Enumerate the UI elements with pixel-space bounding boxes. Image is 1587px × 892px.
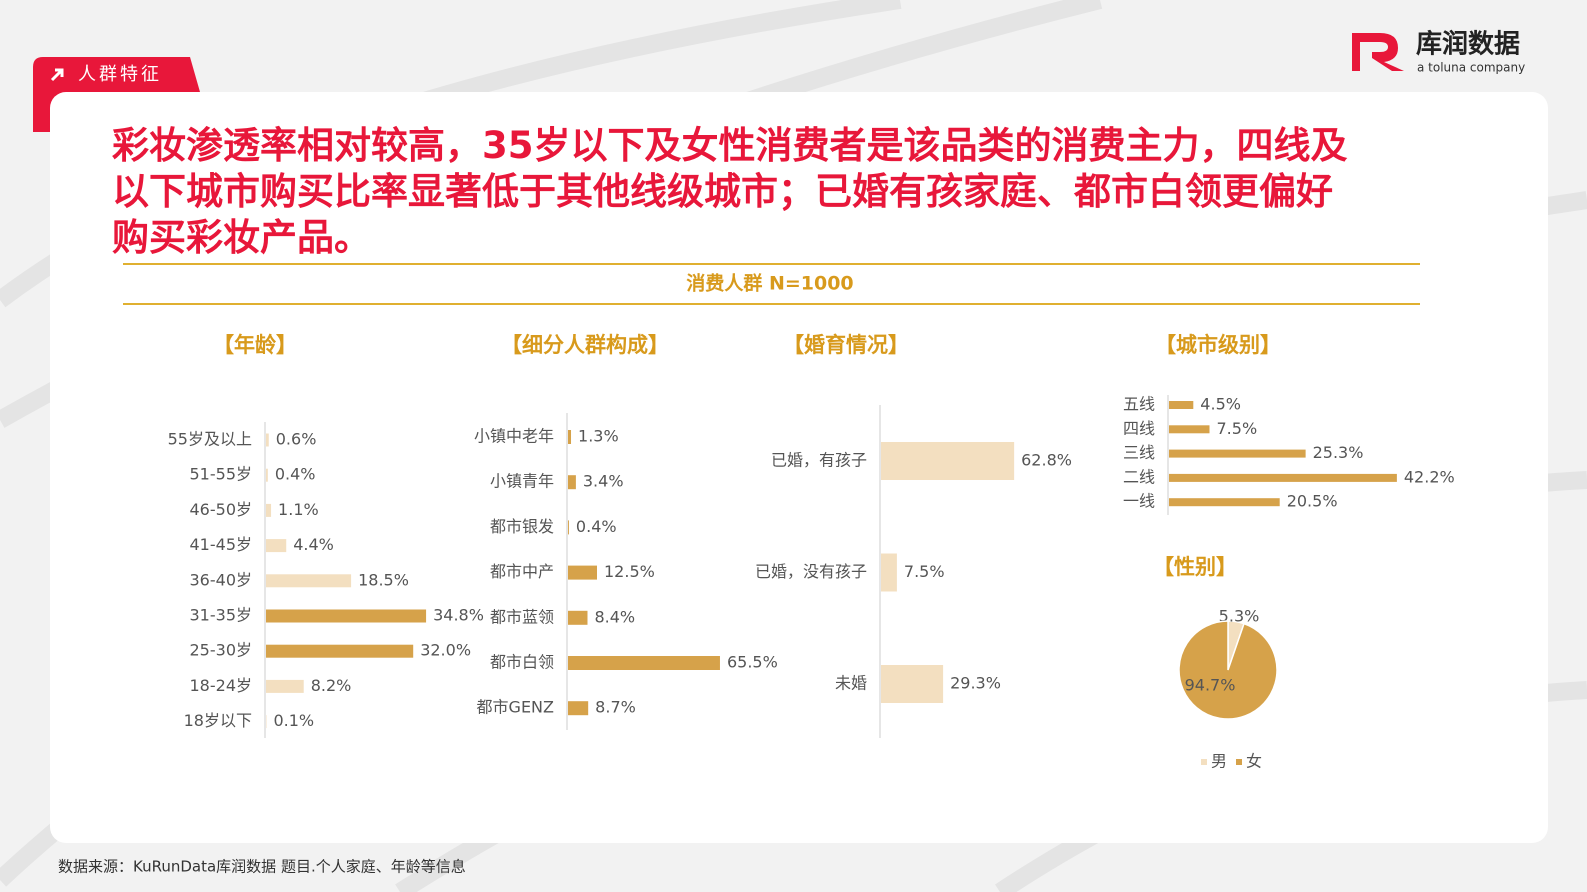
- legend-label: 男: [1211, 752, 1227, 771]
- category-label: 25-30岁: [190, 641, 253, 660]
- value-label: 32.0%: [420, 641, 471, 660]
- bar: [881, 442, 1015, 480]
- bar: [1169, 449, 1306, 458]
- category-label: 31-35岁: [190, 606, 253, 625]
- category-label: 小镇中老年: [474, 427, 554, 446]
- category-label: 都市蓝领: [490, 607, 554, 626]
- bar: [568, 430, 572, 444]
- content-card: [50, 92, 1548, 843]
- bar: [568, 610, 588, 625]
- value-label: 18.5%: [358, 570, 409, 589]
- bar: [266, 679, 304, 693]
- bar: [266, 503, 272, 517]
- headline: 彩妆渗透率相对较高，35岁以下及女性消费者是该品类的消费主力，四线及: [112, 124, 1348, 167]
- value-label: 12.5%: [604, 562, 655, 581]
- category-label: 55岁及以上: [168, 430, 252, 449]
- category-label: 四线: [1123, 419, 1155, 438]
- bar: [1169, 473, 1397, 482]
- category-label: 41-45岁: [190, 535, 253, 554]
- bar: [266, 609, 427, 623]
- category-label: 小镇青年: [490, 472, 554, 491]
- value-label: 8.2%: [311, 676, 352, 695]
- category-label: 五线: [1123, 395, 1155, 414]
- logo-subtext: a toluna company: [1417, 61, 1525, 75]
- value-label: 34.8%: [433, 606, 484, 625]
- category-label: 都市GENZ: [477, 698, 554, 717]
- chart-title: 【年龄】: [213, 333, 297, 357]
- headline: 购买彩妆产品。: [112, 216, 371, 259]
- category-label: 已婚，没有孩子: [755, 562, 867, 581]
- value-label: 65.5%: [727, 653, 778, 672]
- category-label: 都市中产: [490, 562, 554, 581]
- value-label: 62.8%: [1021, 451, 1072, 470]
- value-label: 4.4%: [293, 535, 334, 554]
- value-label: 42.2%: [1404, 467, 1455, 486]
- value-label: 8.4%: [594, 607, 635, 626]
- value-label: 0.6%: [276, 430, 317, 449]
- chart-title: 【城市级别】: [1155, 333, 1281, 357]
- source-note: 数据来源：KuRunData库润数据 题目.个人家庭、年龄等信息: [58, 858, 466, 876]
- pie-slice: [1178, 620, 1278, 720]
- chart-title: 【细分人群构成】: [501, 333, 669, 357]
- legend-label: 女: [1246, 752, 1262, 771]
- bar: [1169, 401, 1194, 409]
- value-label: 20.5%: [1287, 492, 1338, 511]
- chart-title: 【婚育情况】: [783, 333, 909, 357]
- value-label: 29.3%: [950, 674, 1001, 693]
- legend-swatch: [1201, 759, 1207, 765]
- category-label: 都市银发: [490, 517, 554, 536]
- bar: [568, 701, 589, 716]
- category-label: 二线: [1123, 467, 1155, 486]
- bar: [881, 665, 944, 703]
- category-label: 都市白领: [490, 653, 554, 672]
- bar: [1169, 425, 1210, 434]
- legend-swatch: [1236, 759, 1242, 765]
- bar: [266, 539, 287, 553]
- subtitle: 消费人群 N=1000: [686, 272, 853, 295]
- logo-text: 库润数据: [1416, 29, 1520, 60]
- category-label: 18-24岁: [190, 676, 253, 695]
- value-label: 1.1%: [278, 500, 319, 519]
- value-label: 3.4%: [583, 472, 624, 491]
- value-label: 7.5%: [904, 562, 945, 581]
- value-label: 0.4%: [576, 517, 617, 536]
- value-label: 0.4%: [275, 465, 316, 484]
- bar: [266, 644, 414, 658]
- category-label: 一线: [1123, 492, 1155, 511]
- chart-title: 【性别】: [1153, 555, 1237, 579]
- category-label: 未婚: [835, 674, 867, 693]
- value-label: 1.3%: [578, 427, 619, 446]
- bar: [266, 433, 269, 447]
- tab-arrow: [50, 68, 64, 82]
- bar: [568, 656, 720, 670]
- value-label: 0.1%: [273, 711, 314, 730]
- value-label: 8.7%: [595, 698, 636, 717]
- bar: [266, 468, 268, 482]
- category-label: 36-40岁: [190, 570, 253, 589]
- value-label: 4.5%: [1200, 395, 1241, 414]
- value-label: 94.7%: [1185, 676, 1236, 695]
- category-label: 三线: [1123, 443, 1155, 462]
- category-label: 46-50岁: [190, 500, 253, 519]
- bar: [568, 565, 597, 580]
- bar: [1169, 498, 1280, 507]
- bar: [568, 520, 569, 535]
- value-label: 5.3%: [1219, 607, 1260, 626]
- bar: [881, 553, 897, 592]
- value-label: 25.3%: [1313, 443, 1364, 462]
- bar: [266, 574, 352, 588]
- bar: [568, 475, 576, 490]
- category-label: 已婚，有孩子: [771, 451, 867, 470]
- headline: 以下城市购买比率显著低于其他线级城市；已婚有孩家庭、都市白领更偏好: [112, 170, 1333, 213]
- category-label: 51-55岁: [190, 465, 253, 484]
- section-tag: 人群特征: [78, 64, 162, 85]
- logo-icon: [1352, 33, 1404, 71]
- value-label: 7.5%: [1217, 419, 1258, 438]
- category-label: 18岁以下: [184, 711, 252, 730]
